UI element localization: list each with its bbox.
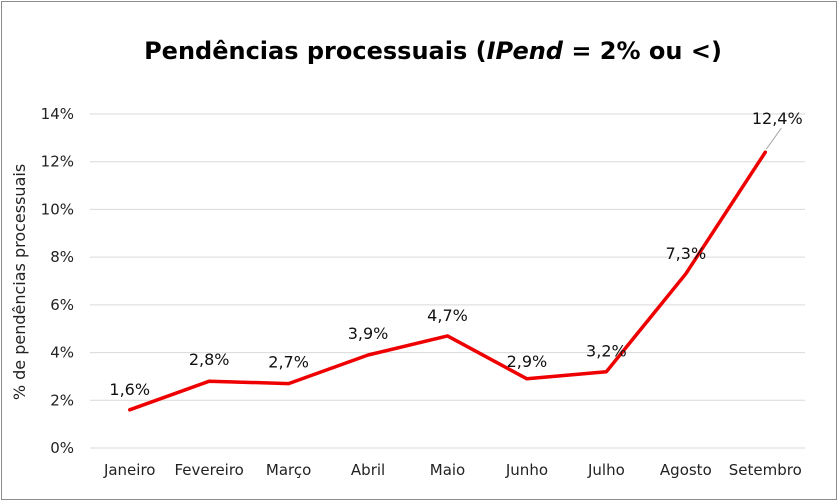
y-tick-label: 0% <box>50 439 74 457</box>
data-label: 7,3% <box>666 244 707 263</box>
x-tick-label: Maio <box>430 461 465 479</box>
data-labels: 1,6% 2,8% 2,7% 3,9% 4,7% 2,9% 3,2% 7,3% 12,4% <box>109 109 802 399</box>
chart-title-main: Pendências processuais ( <box>144 37 486 65</box>
x-tick-label: Junho <box>505 461 548 479</box>
x-tick-label: Setembro <box>729 461 802 479</box>
x-tick-label: Agosto <box>660 461 712 479</box>
data-label: 3,9% <box>348 324 389 343</box>
data-label: 2,8% <box>189 350 230 369</box>
data-label: 3,2% <box>586 342 627 361</box>
gridlines <box>90 113 805 449</box>
y-axis-label: % de pendências processuais <box>10 164 29 400</box>
chart-title: Pendências processuais (IPend = 2% ou <) <box>144 37 722 65</box>
y-tick-label: 6% <box>50 296 74 314</box>
series-line <box>127 150 768 412</box>
data-label: 2,9% <box>507 352 548 371</box>
data-label: 12,4% <box>752 109 803 128</box>
data-label: 4,7% <box>427 306 468 325</box>
x-tick-label: Fevereiro <box>174 461 243 479</box>
x-tick-labels: Janeiro Fevereiro Março Abril Maio Junho Julho… <box>103 461 802 479</box>
x-tick-label: Março <box>266 461 311 479</box>
y-tick-label: 8% <box>50 248 74 266</box>
x-tick-label: Abril <box>351 461 385 479</box>
data-label-leader-line <box>765 127 782 150</box>
data-label: 1,6% <box>109 380 150 399</box>
series-lines <box>127 150 768 412</box>
y-tick-label: 2% <box>50 391 74 409</box>
y-tick-label: 12% <box>41 153 74 171</box>
y-tick-labels: 0% 2% 4% 6% 8% 10% 12% 14% <box>41 105 74 457</box>
y-tick-label: 10% <box>41 200 74 218</box>
x-tick-label: Janeiro <box>103 461 156 479</box>
y-tick-label: 4% <box>50 344 74 362</box>
data-label: 2,7% <box>268 353 309 372</box>
chart-title-italic: IPend <box>487 37 564 65</box>
chart-title-rest: = 2% ou <) <box>563 37 722 65</box>
x-tick-label: Julho <box>587 461 625 479</box>
y-tick-label: 14% <box>41 105 74 123</box>
